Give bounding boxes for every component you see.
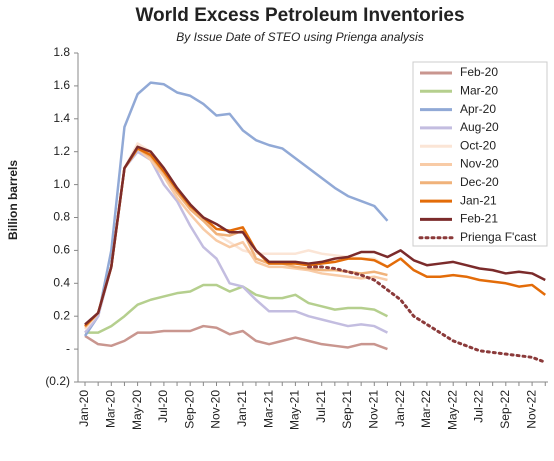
legend-label: Oct-20 [460, 138, 496, 152]
watermark: 搜狐号@边际实验室 [412, 438, 529, 453]
legend-label: Apr-20 [460, 102, 496, 116]
chart-title: World Excess Petroleum Inventories [135, 5, 464, 26]
series-line [307, 265, 547, 364]
x-tick-label: Mar-20 [103, 390, 117, 428]
x-tick-label: Jan-21 [235, 390, 249, 427]
legend-label: Nov-20 [460, 157, 499, 171]
x-tick-label: Sep-21 [340, 390, 354, 429]
y-tick-label: (0.2) [45, 374, 70, 388]
legend-label: Prienga F'cast [460, 230, 537, 244]
x-tick-label: Nov-21 [366, 390, 380, 429]
y-tick-label: 0.4 [53, 275, 70, 289]
series-line [84, 142, 389, 331]
y-tick-label: 1.4 [53, 111, 70, 125]
chart-subtitle: By Issue Date of STEO using Prienga anal… [176, 30, 423, 44]
y-tick-label: 0.8 [53, 210, 70, 224]
x-tick-label: May-22 [445, 390, 459, 430]
series-line [83, 81, 389, 337]
x-tick-label: Jul-22 [472, 390, 486, 423]
legend-label: Mar-20 [460, 83, 498, 97]
x-tick-label: Mar-22 [419, 390, 433, 428]
x-tick-label: Nov-22 [524, 390, 538, 429]
x-tick-label: May-21 [288, 390, 302, 430]
x-tick-label: Mar-21 [261, 390, 275, 428]
x-tick-label: Jan-20 [77, 390, 91, 427]
y-tick-label: 0.6 [53, 243, 70, 257]
x-tick-label: Sep-22 [498, 390, 512, 429]
x-tick-label: Sep-20 [182, 390, 196, 429]
legend-label: Feb-20 [460, 65, 498, 79]
legend-label: Aug-20 [460, 120, 499, 134]
legend-label: Feb-21 [460, 212, 498, 226]
series-line [84, 150, 389, 334]
y-axis-label: Billion barrels [6, 160, 20, 240]
series-line [84, 324, 388, 351]
x-tick-label: Jan-22 [393, 390, 407, 427]
series-line [84, 147, 547, 327]
legend-label: Dec-20 [460, 175, 499, 189]
x-tick-label: May-20 [130, 390, 144, 430]
legend-label: Jan-21 [460, 193, 497, 207]
x-tick-label: Jul-20 [156, 390, 170, 423]
y-tick-label: 1.0 [53, 177, 70, 191]
x-tick-label: Nov-20 [209, 390, 223, 429]
x-tick-label: Jul-21 [314, 390, 328, 423]
y-tick-label: - [66, 341, 70, 355]
y-tick-label: 1.6 [53, 78, 70, 92]
series-line [85, 283, 389, 334]
y-tick-label: 1.2 [53, 144, 70, 158]
y-tick-label: 0.2 [53, 308, 70, 322]
y-tick-label: 1.8 [53, 45, 70, 59]
series-line [84, 145, 546, 326]
